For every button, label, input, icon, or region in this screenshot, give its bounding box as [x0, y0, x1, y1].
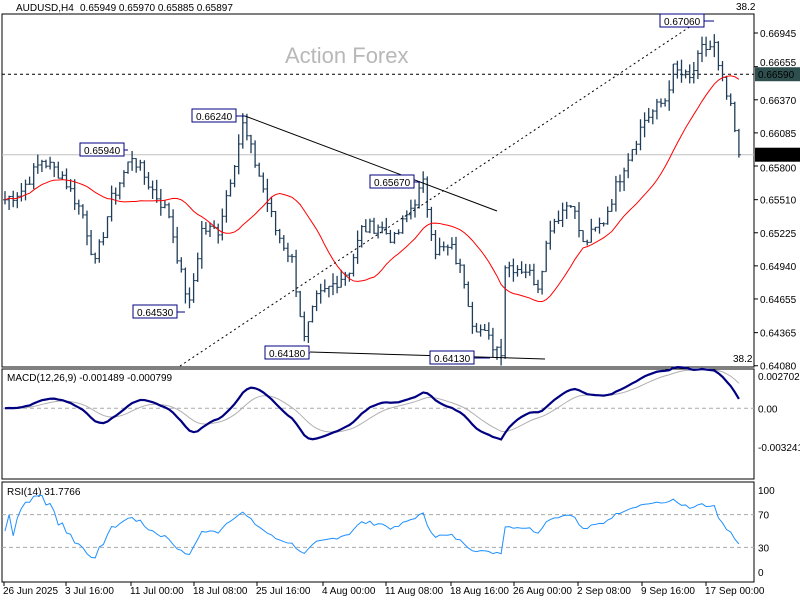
- watermark: Action Forex: [285, 43, 409, 68]
- fib-label-bottom: 38.2: [733, 354, 753, 365]
- rsi-line: [4, 494, 740, 559]
- time-label: 2 Sep 08:00: [577, 586, 631, 597]
- time-label: 11 Aug 08:00: [385, 586, 444, 597]
- time-label: 17 Sep 00:00: [705, 586, 765, 597]
- price-tick-label: 0.66370: [760, 96, 797, 107]
- symbol-header: AUDUSD,H4: [16, 3, 74, 14]
- time-label: 9 Sep 16:00: [641, 586, 695, 597]
- time-label: 25 Jul 16:00: [256, 586, 311, 597]
- annotation-box: [429, 350, 475, 365]
- rsi-panel-frame: [1, 481, 755, 583]
- annotation-box: [191, 108, 237, 123]
- time-label: 11 Jul 00:00: [130, 586, 184, 597]
- moving-average-line: [4, 75, 740, 303]
- rsi-tick-label: 0: [758, 568, 764, 579]
- price-tick-label: 0.66085: [760, 129, 797, 140]
- macd-label: MACD(12,26,9) -0.001489 -0.000799: [7, 373, 173, 384]
- rsi-tick-label: 30: [758, 543, 770, 554]
- annotation-price: 0.65670: [374, 178, 411, 189]
- price-tick-label: 0.66655: [760, 58, 797, 69]
- current-price-tag: [755, 147, 800, 162]
- rsi-tick-label: 100: [758, 486, 775, 497]
- price-tick-label: 0.64080: [760, 362, 797, 373]
- trendline-upper: [244, 115, 498, 212]
- level-price-tag: [755, 67, 800, 82]
- price-tick-label: 0.64940: [760, 262, 797, 273]
- rsi-tick-label: 70: [758, 511, 770, 522]
- annotation-price: 0.66240: [196, 112, 233, 123]
- ohlc-values: 0.65949 0.65970 0.65885 0.65897: [80, 3, 233, 14]
- main-panel-frame: [1, 13, 755, 368]
- annotation-box: [79, 142, 125, 157]
- annotation-box: [659, 13, 705, 28]
- price-tick-label: 0.64655: [760, 295, 797, 306]
- level-price-label: 0.66590: [758, 70, 795, 81]
- price-tick-label: 0.65510: [760, 196, 797, 207]
- time-label: 3 Jul 16:00: [65, 586, 114, 597]
- price-tick-label: 0.64365: [760, 329, 797, 340]
- time-label: 26 Jun 2025: [3, 586, 58, 597]
- current-price-label: 0.65897: [758, 151, 795, 162]
- price-tick-label: 0.65800: [760, 164, 797, 175]
- annotation-price: 0.64530: [137, 308, 174, 319]
- annotation-box: [132, 304, 178, 319]
- annotation-price: 0.64130: [434, 354, 471, 365]
- annotation-price: 0.65940: [84, 146, 121, 157]
- macd-tick-label: 0.002702: [758, 372, 800, 383]
- time-label: 18 Aug 16:00: [450, 586, 509, 597]
- annotation-box: [264, 345, 310, 360]
- annotation-price: 0.67060: [664, 17, 701, 28]
- annotation-box: [369, 174, 415, 189]
- time-label: 26 Aug 00:00: [513, 586, 572, 597]
- macd-panel-frame: [1, 368, 755, 480]
- trendline-dotted: [179, 19, 701, 367]
- macd-line: [4, 365, 740, 441]
- time-label: 18 Jul 08:00: [193, 586, 248, 597]
- time-label: 4 Aug 00:00: [322, 586, 376, 597]
- annotation-price: 0.64180: [269, 349, 306, 360]
- macd-signal-line: [4, 369, 740, 433]
- macd-tick-label: -0.003241: [758, 443, 800, 454]
- rsi-label: RSI(14) 31.7766: [7, 487, 81, 498]
- macd-tick-label: 0.00: [758, 404, 778, 415]
- trendline-lower: [309, 351, 546, 360]
- price-tick-label: 0.66945: [760, 29, 797, 40]
- price-tick-label: 0.65225: [760, 229, 797, 240]
- fib-label-top: 38.2: [736, 2, 756, 13]
